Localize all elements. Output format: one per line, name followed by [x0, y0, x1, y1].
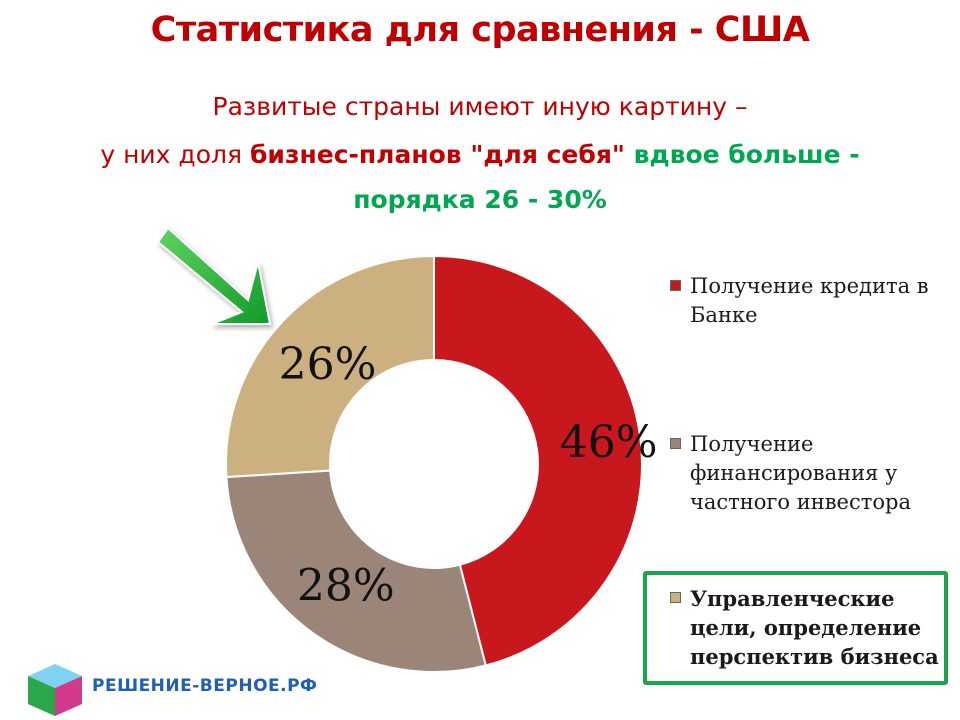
brand-site-name: РЕШЕНИЕ-ВЕРНОЕ.РФ — [92, 676, 318, 696]
legend-label: Управленческие цели, определение перспек… — [690, 586, 939, 669]
legend-swatch — [670, 438, 681, 449]
subtitle-line-2-bold: бизнес-планов "для себя" — [249, 140, 625, 169]
donut-slice-3 — [225, 254, 435, 479]
donut-slice-1 — [433, 254, 643, 667]
green-arrow-icon — [156, 226, 272, 325]
legend-swatch — [670, 280, 681, 291]
legend-swatch — [670, 592, 681, 603]
subtitle-line-3: порядка 26 - 30% — [353, 185, 607, 214]
donut-slice-2 — [225, 469, 487, 673]
legend-label: Получение финансирования у частного инве… — [690, 432, 911, 514]
legend-item-management-goals: Управленческие цели, определение перспек… — [670, 584, 940, 671]
highlight-box — [643, 571, 948, 685]
page-title: Статистика для сравнения - США — [150, 10, 810, 50]
legend-item-bank-credit: Получение кредита в Банке — [670, 272, 940, 330]
slice-label-2: 28% — [297, 560, 395, 611]
legend-item-private-investor: Получение финансирования у частного инве… — [670, 430, 940, 517]
subtitle-line-2: у них доля бизнес-планов "для себя" вдво… — [0, 140, 960, 169]
slice-label-3: 26% — [279, 339, 377, 390]
subtitle-line-2-green: вдвое больше - — [624, 140, 860, 169]
cube-logo-icon — [28, 664, 82, 716]
legend-label: Получение кредита в Банке — [690, 274, 929, 327]
subtitle-line-1: Развитые страны имеют иную картину – — [212, 92, 748, 121]
slice-label-1: 46% — [560, 417, 658, 468]
subtitle-line-2-prefix: у них доля — [100, 140, 250, 169]
